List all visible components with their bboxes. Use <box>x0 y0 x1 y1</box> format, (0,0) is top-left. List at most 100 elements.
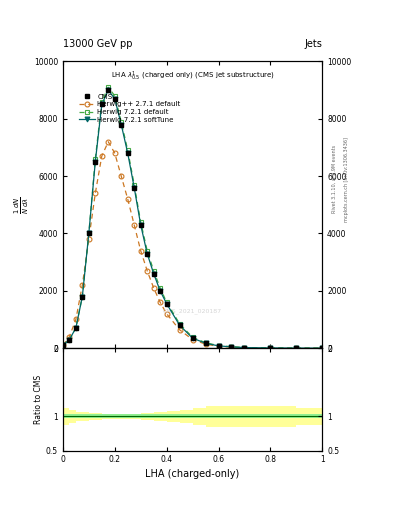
Herwig 7.2.1 default <box>229 344 234 350</box>
Herwig++ 2.7.1 default <box>151 285 156 291</box>
Text: Jets: Jets <box>305 38 322 49</box>
CMS <box>125 150 130 156</box>
CMS <box>164 301 169 307</box>
Herwig 7.2.1 softTune <box>216 343 221 349</box>
Text: 13000 GeV pp: 13000 GeV pp <box>63 38 132 49</box>
Text: mcplots.cern.ch [arXiv:1306.3436]: mcplots.cern.ch [arXiv:1306.3436] <box>344 137 349 222</box>
Herwig 7.2.1 softTune <box>268 345 273 351</box>
Herwig 7.2.1 default <box>203 339 208 346</box>
CMS <box>112 96 117 102</box>
Herwig++ 2.7.1 default <box>61 342 65 348</box>
Herwig 7.2.1 softTune <box>61 342 65 348</box>
CMS <box>80 293 85 300</box>
Herwig 7.2.1 softTune <box>112 96 117 102</box>
CMS <box>294 345 299 351</box>
CMS <box>242 345 247 351</box>
Herwig++ 2.7.1 default <box>158 299 163 305</box>
Herwig 7.2.1 softTune <box>93 159 98 165</box>
Herwig 7.2.1 default <box>73 325 78 331</box>
Herwig 7.2.1 default <box>268 345 273 351</box>
Herwig 7.2.1 softTune <box>132 184 137 190</box>
Herwig++ 2.7.1 default <box>177 327 182 333</box>
Herwig 7.2.1 default <box>164 299 169 305</box>
Herwig 7.2.1 default <box>177 321 182 327</box>
CMS <box>61 342 65 348</box>
CMS <box>158 288 163 294</box>
Herwig++ 2.7.1 default <box>125 196 130 202</box>
CMS <box>119 121 123 127</box>
Herwig 7.2.1 softTune <box>73 325 78 331</box>
CMS <box>106 87 111 93</box>
Herwig 7.2.1 softTune <box>320 345 325 351</box>
CMS <box>190 335 195 341</box>
Y-axis label: $\frac{1}{N}\frac{dN}{d\lambda}$: $\frac{1}{N}\frac{dN}{d\lambda}$ <box>13 196 31 214</box>
CMS <box>216 343 221 349</box>
Text: LHA $\lambda^{1}_{0.5}$ (charged only) (CMS jet substructure): LHA $\lambda^{1}_{0.5}$ (charged only) (… <box>110 70 275 83</box>
Herwig++ 2.7.1 default <box>67 334 72 340</box>
Herwig++ 2.7.1 default <box>203 341 208 347</box>
Herwig 7.2.1 default <box>190 334 195 340</box>
CMS <box>86 230 91 237</box>
CMS <box>177 322 182 328</box>
Herwig++ 2.7.1 default <box>294 345 299 351</box>
Herwig++ 2.7.1 default <box>86 236 91 242</box>
Herwig++ 2.7.1 default <box>99 153 104 159</box>
Herwig 7.2.1 softTune <box>67 336 72 343</box>
Y-axis label: Ratio to CMS: Ratio to CMS <box>34 375 43 424</box>
Herwig 7.2.1 softTune <box>294 345 299 351</box>
Line: Herwig 7.2.1 softTune: Herwig 7.2.1 softTune <box>61 88 325 351</box>
Herwig++ 2.7.1 default <box>190 336 195 343</box>
Herwig 7.2.1 default <box>119 119 123 125</box>
Herwig 7.2.1 softTune <box>80 293 85 300</box>
Herwig 7.2.1 default <box>320 345 325 351</box>
Herwig++ 2.7.1 default <box>320 345 325 351</box>
CMS <box>99 101 104 108</box>
Text: Rivet 3.1.10, ≥ 2.9M events: Rivet 3.1.10, ≥ 2.9M events <box>332 145 337 214</box>
CMS <box>138 222 143 228</box>
Herwig++ 2.7.1 default <box>268 345 273 351</box>
Text: CMS_2021_020187: CMS_2021_020187 <box>163 308 222 314</box>
CMS <box>67 336 72 343</box>
CMS <box>203 340 208 346</box>
Herwig 7.2.1 default <box>67 336 72 343</box>
CMS <box>320 345 325 351</box>
Herwig++ 2.7.1 default <box>80 282 85 288</box>
Herwig++ 2.7.1 default <box>216 343 221 349</box>
CMS <box>151 270 156 276</box>
Herwig++ 2.7.1 default <box>145 268 150 274</box>
Herwig 7.2.1 softTune <box>242 345 247 351</box>
Herwig++ 2.7.1 default <box>119 173 123 179</box>
Herwig 7.2.1 softTune <box>164 301 169 307</box>
CMS <box>229 344 234 350</box>
Herwig 7.2.1 softTune <box>190 335 195 341</box>
Herwig 7.2.1 softTune <box>203 340 208 346</box>
Herwig 7.2.1 default <box>93 156 98 162</box>
Herwig 7.2.1 softTune <box>177 322 182 328</box>
Herwig 7.2.1 softTune <box>138 222 143 228</box>
CMS <box>73 325 78 331</box>
Herwig 7.2.1 default <box>242 345 247 351</box>
Herwig 7.2.1 default <box>61 342 65 348</box>
Herwig 7.2.1 softTune <box>151 270 156 276</box>
Herwig++ 2.7.1 default <box>242 345 247 351</box>
Herwig 7.2.1 softTune <box>125 150 130 156</box>
Herwig 7.2.1 default <box>112 93 117 99</box>
Herwig 7.2.1 default <box>80 293 85 300</box>
Line: Herwig 7.2.1 default: Herwig 7.2.1 default <box>61 85 325 351</box>
Herwig++ 2.7.1 default <box>138 248 143 254</box>
CMS <box>93 159 98 165</box>
Herwig 7.2.1 default <box>145 248 150 254</box>
Herwig 7.2.1 default <box>294 345 299 351</box>
Herwig++ 2.7.1 default <box>93 190 98 197</box>
Herwig 7.2.1 default <box>132 182 137 188</box>
Legend: CMS, Herwig++ 2.7.1 default, Herwig 7.2.1 default, Herwig 7.2.1 softTune: CMS, Herwig++ 2.7.1 default, Herwig 7.2.… <box>79 94 181 123</box>
Herwig++ 2.7.1 default <box>229 344 234 350</box>
CMS <box>132 184 137 190</box>
Herwig 7.2.1 softTune <box>229 344 234 350</box>
Line: Herwig++ 2.7.1 default: Herwig++ 2.7.1 default <box>61 139 325 351</box>
X-axis label: LHA (charged-only): LHA (charged-only) <box>145 468 240 479</box>
CMS <box>145 250 150 257</box>
Herwig 7.2.1 softTune <box>145 250 150 257</box>
Herwig 7.2.1 default <box>125 147 130 154</box>
Herwig 7.2.1 default <box>106 84 111 90</box>
